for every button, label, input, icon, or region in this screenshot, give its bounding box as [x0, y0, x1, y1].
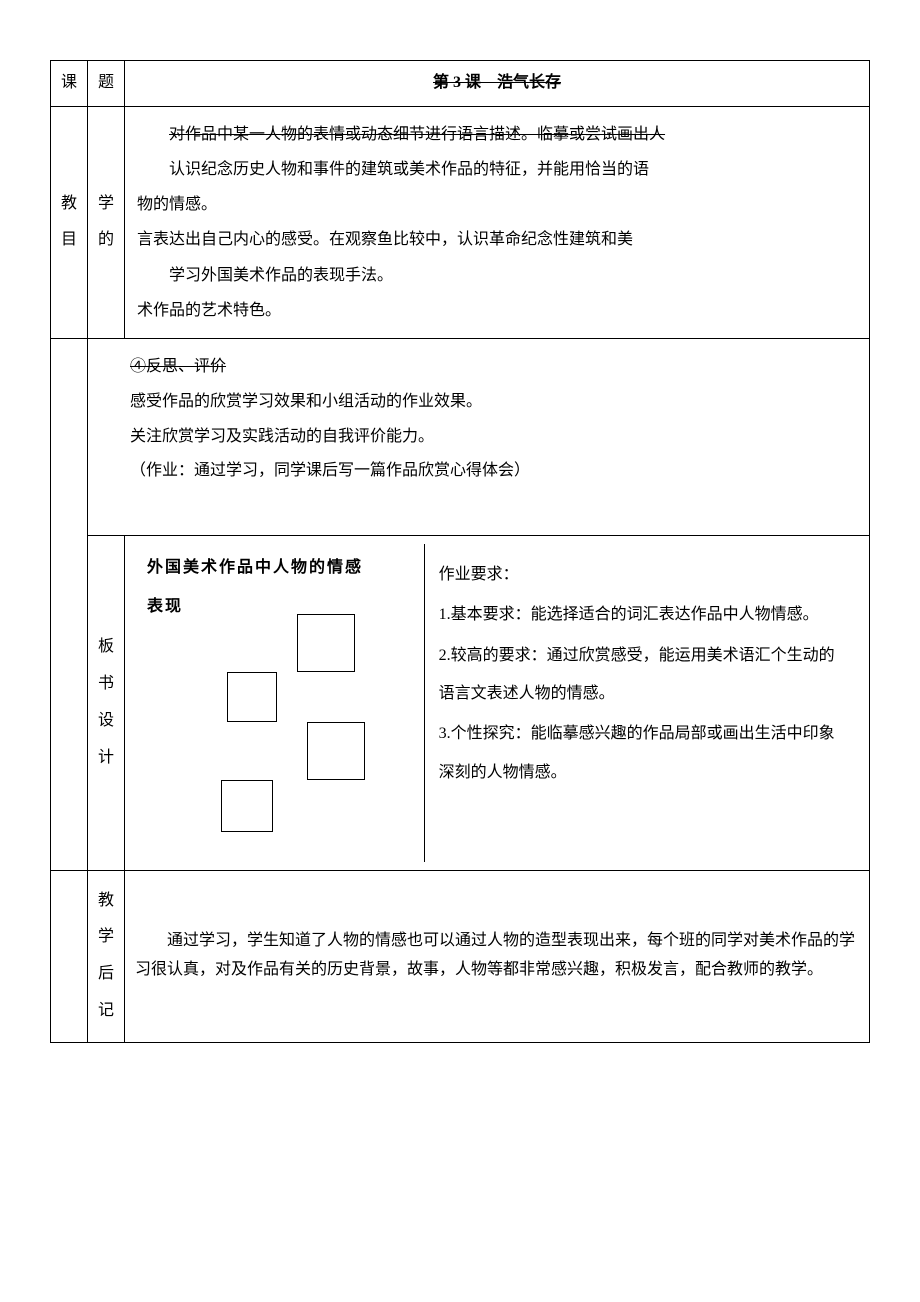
box-3	[307, 722, 365, 780]
reflection-label-empty1	[51, 338, 88, 535]
postscript-row: 教 学 后 记 通过学习，学生知道了人物的情感也可以通过人物的造型表现出来，每个…	[51, 870, 870, 1042]
title-text: 第 3 课 浩气长存	[433, 74, 561, 91]
board-char-1: 板	[98, 633, 114, 662]
req-2: 2.较高的要求：通过欣赏感受，能运用美术语汇个生动的语言文表述人物的情感。	[439, 637, 845, 714]
lesson-plan-table: 课 题 第 3 课 浩气长存 教 目 学 的 对作品中某一人物的表情或动态细节进…	[50, 60, 870, 1043]
label-jiao: 教 目	[51, 106, 88, 338]
char-jiao: 教	[61, 190, 77, 219]
header-row-1: 课 题 第 3 课 浩气长存	[51, 61, 870, 107]
board-row: 板 书 设 计 外国美术作品中人物的情感 表现	[51, 535, 870, 870]
board-char-2: 书	[98, 670, 114, 699]
ps-char-2: 学	[98, 923, 114, 952]
char-xue: 学	[98, 190, 114, 219]
ps-char-4: 记	[98, 997, 114, 1026]
base-line1: 认识纪念历史人物和事件的建筑或美术作品的特征，并能用恰当的语	[137, 152, 857, 187]
board-right: 作业要求： 1.基本要求：能选择适合的词汇表达作品中人物情感。 2.较高的要求：…	[425, 544, 859, 862]
board-char-4: 计	[98, 744, 114, 773]
ps-char-1: 教	[98, 887, 114, 916]
ps-char-3: 后	[98, 960, 114, 989]
box-2	[227, 672, 277, 722]
overlay-line1: 对作品中某一人物的表情或动态细节进行语言描述。临摹或尝试画出人	[137, 117, 857, 152]
postscript-content: 通过学习，学生知道了人物的情感也可以通过人物的造型表现出来，每个班的同学对美术作…	[125, 870, 870, 1042]
board-left-title1: 外国美术作品中人物的情感	[147, 554, 412, 583]
postscript-label-empty	[51, 870, 88, 1042]
boxes-diagram	[147, 632, 412, 852]
overlay-wrap: 对作品中某一人物的表情或动态细节进行语言描述。临摹或尝试画出人 认识纪念历史人物…	[137, 117, 857, 328]
board-section: 外国美术作品中人物的情感 表现 作业要求： 1.基本要求：能选择适合的词汇表达作…	[135, 544, 859, 862]
overlay-line3: 学习外国美术作品的表现手法。	[137, 258, 857, 293]
base-line2: 言表达出自己内心的感受。在观察鱼比较中，认识革命纪念性建筑和美	[137, 222, 857, 257]
overlay-line2: 物的情感。	[137, 187, 857, 222]
box-4	[221, 780, 273, 832]
char-mu: 目	[61, 226, 77, 255]
req-heading: 作业要求：	[439, 556, 845, 594]
objectives-cell: 对作品中某一人物的表情或动态细节进行语言描述。临摹或尝试画出人 认识纪念历史人物…	[125, 106, 870, 338]
base-line3: 术作品的艺术特色。	[137, 293, 857, 328]
box-1	[297, 614, 355, 672]
board-content: 外国美术作品中人物的情感 表现 作业要求： 1.基本要求：能选择适合的词汇表达作…	[125, 535, 870, 870]
reflection-line1: 感受作品的欣赏学习效果和小组活动的作业效果。	[98, 388, 859, 417]
board-left-title2: 表现	[147, 593, 412, 622]
board-label: 板 书 设 计	[88, 535, 125, 870]
label-ke: 课	[51, 61, 88, 107]
reflection-content: ④反思、评价 感受作品的欣赏学习效果和小组活动的作业效果。 关注欣赏学习及实践活…	[88, 338, 870, 535]
label-xue: 学 的	[88, 106, 125, 338]
postscript-label: 教 学 后 记	[88, 870, 125, 1042]
req-3: 3.个性探究：能临摹感兴趣的作品局部或画出生活中印象深刻的人物情感。	[439, 715, 845, 792]
board-left: 外国美术作品中人物的情感 表现	[135, 544, 425, 862]
lesson-title: 第 3 课 浩气长存	[125, 61, 870, 107]
reflection-heading: ④反思、评价	[98, 353, 859, 382]
board-label-empty	[51, 535, 88, 870]
label-ti: 题	[88, 61, 125, 107]
reflection-row: ④反思、评价 感受作品的欣赏学习效果和小组活动的作业效果。 关注欣赏学习及实践活…	[51, 338, 870, 535]
req-1: 1.基本要求：能选择适合的词汇表达作品中人物情感。	[439, 596, 845, 634]
base-text: 对作品中某一人物的表情或动态细节进行语言描述。临摹或尝试画出人 认识纪念历史人物…	[137, 117, 857, 328]
reflection-line3: （作业：通过学习，同学课后写一篇作品欣赏心得体会）	[98, 457, 859, 486]
reflection-line2: 关注欣赏学习及实践活动的自我评价能力。	[98, 423, 859, 452]
char-de: 的	[98, 226, 114, 255]
board-char-3: 设	[98, 707, 114, 736]
